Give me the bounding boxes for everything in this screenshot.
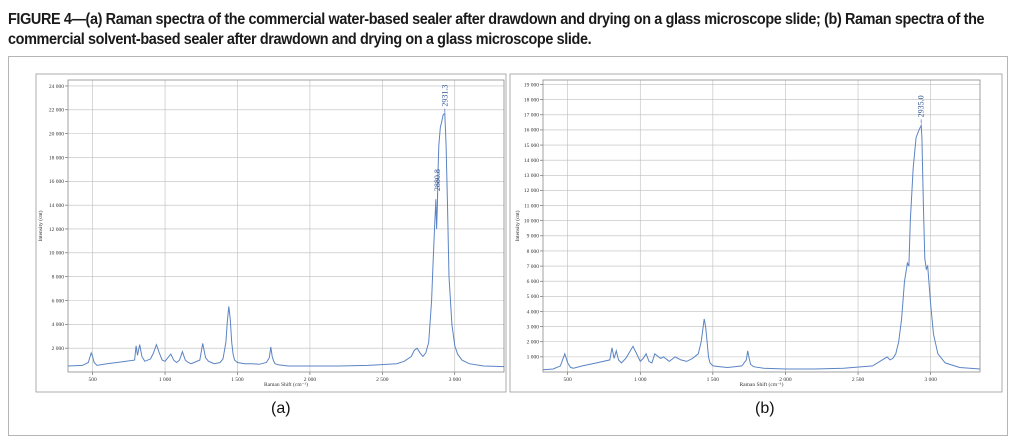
y-tick-label: 19 000	[524, 82, 539, 88]
y-axis-label: Intensity (cnt)	[37, 210, 44, 241]
y-tick-label: 12 000	[524, 188, 539, 194]
y-tick-label: 4 000	[527, 309, 540, 315]
y-tick-label: 1 000	[527, 355, 540, 361]
y-tick-label: 14 000	[49, 203, 64, 209]
caption-line-2: commercial solvent-based sealer after dr…	[8, 31, 592, 48]
y-tick-label: 14 000	[524, 158, 539, 164]
x-tick-label: 2 500	[852, 377, 865, 383]
y-tick-label: 6 000	[52, 298, 65, 304]
panel-border	[509, 73, 1003, 393]
y-tick-label: 9 000	[527, 234, 540, 240]
x-tick-label: 1 500	[231, 377, 244, 383]
y-tick-label: 17 000	[524, 113, 539, 119]
y-tick-label: 18 000	[49, 155, 64, 161]
x-tick-label: 2 000	[779, 377, 792, 383]
figure-caption: FIGURE 4—(a) Raman spectra of the commer…	[8, 10, 985, 50]
y-tick-label: 12 000	[49, 227, 64, 233]
panel-label-a: (a)	[271, 400, 291, 417]
y-tick-label: 15 000	[524, 143, 539, 149]
spectrum-line	[67, 112, 505, 368]
y-tick-label: 16 000	[524, 128, 539, 134]
x-tick-label: 1 500	[707, 377, 720, 383]
x-tick-label: 500	[564, 377, 573, 383]
y-tick-label: 11 000	[524, 203, 539, 209]
panel-label-b: (b)	[755, 400, 775, 417]
x-tick-label: 1 000	[159, 377, 172, 383]
y-tick-label: 24 000	[49, 84, 64, 90]
chart-panel-a: 2 000 4 000 6 000 8 000 10 000 12 000 14 000 16…	[35, 73, 507, 393]
x-tick-label: 2 000	[304, 377, 317, 383]
x-tick-label: 500	[88, 377, 97, 383]
panel-border	[35, 73, 507, 393]
chart-panel-b: 1 000 2 000 3 000 4 000 5 000 6 000 7 000 8 000…	[509, 73, 1003, 393]
y-tick-label: 13 000	[524, 173, 539, 179]
y-axis-label: Intensity (cnt)	[514, 210, 521, 241]
y-tick-label: 20 000	[49, 131, 64, 137]
x-axis-label: Raman Shift (cm⁻¹)	[264, 381, 308, 388]
x-tick-label: 1 000	[634, 377, 647, 383]
peak-label: 2880.8	[433, 169, 442, 191]
y-tick-label: 8 000	[527, 249, 540, 255]
y-tick-label: 18 000	[524, 97, 539, 103]
x-axis-label: Raman Shift (cm⁻¹)	[740, 381, 784, 388]
x-tick-label: 2 500	[376, 377, 389, 383]
plot-area-frame	[67, 79, 505, 373]
y-tick-label: 10 000	[524, 219, 539, 225]
y-tick-label: 4 000	[52, 322, 65, 328]
y-tick-label: 5 000	[527, 294, 540, 300]
y-tick-label: 10 000	[49, 251, 64, 257]
x-tick-label: 3 000	[449, 377, 462, 383]
peak-label: 2931.3	[440, 85, 449, 107]
y-tick-label: 2 000	[52, 346, 65, 352]
x-tick-label: 3 000	[924, 377, 937, 383]
y-tick-label: 2 000	[527, 340, 540, 346]
y-tick-label: 3 000	[527, 324, 540, 330]
spectrum-line	[542, 123, 981, 371]
plot-area-frame	[542, 79, 981, 373]
y-tick-label: 7 000	[527, 264, 540, 270]
caption-line-1: FIGURE 4—(a) Raman spectra of the commer…	[8, 11, 985, 28]
y-tick-label: 8 000	[52, 274, 65, 280]
y-tick-label: 16 000	[49, 179, 64, 185]
y-tick-label: 22 000	[49, 108, 64, 114]
y-tick-label: 6 000	[527, 279, 540, 285]
peak-label: 2935.0	[917, 95, 926, 117]
